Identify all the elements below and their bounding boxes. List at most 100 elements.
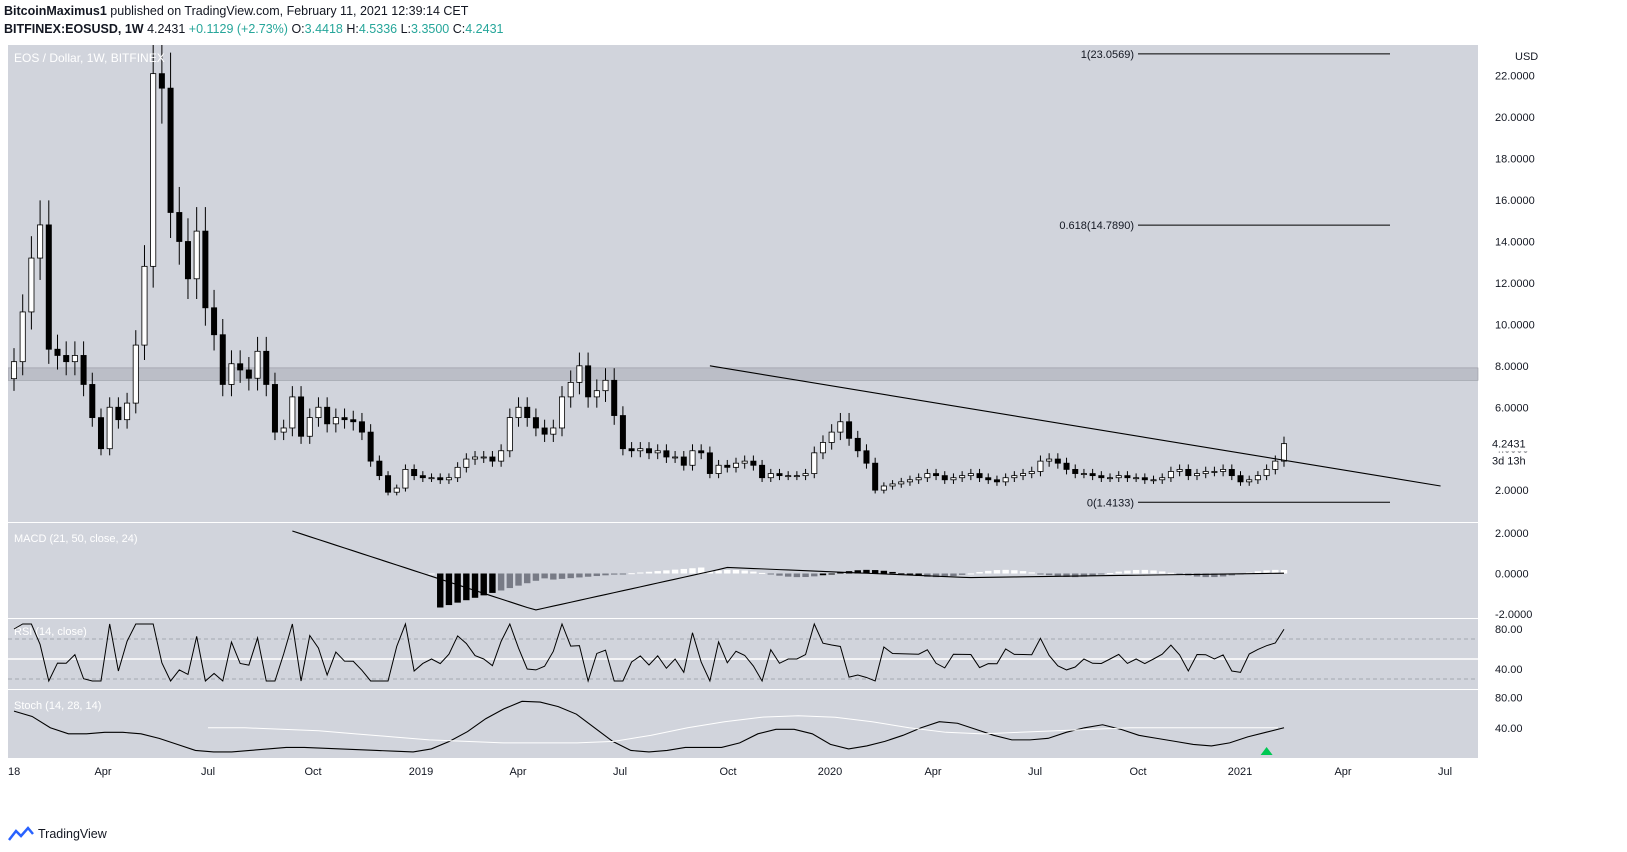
candle [1020, 473, 1027, 477]
candle [1063, 462, 1070, 470]
candle [184, 241, 191, 280]
candle [1141, 477, 1148, 481]
macd-histogram-bar [950, 573, 957, 577]
candle [132, 344, 139, 404]
candle [1185, 469, 1192, 477]
candle [637, 448, 644, 452]
candle [1194, 473, 1201, 477]
candle [715, 464, 722, 474]
candle [63, 355, 70, 363]
candle [28, 257, 35, 313]
macd-histogram-bar [1115, 571, 1122, 574]
macd-histogram-bar [515, 573, 522, 586]
candle [315, 406, 322, 419]
low-value: 3.3500 [411, 22, 450, 36]
candle [280, 427, 287, 433]
last-price-tag [1486, 434, 1550, 452]
candle [489, 456, 496, 462]
time-axis-tick: Apr [509, 766, 526, 778]
candle [532, 417, 539, 429]
candle [289, 396, 296, 429]
candle [680, 456, 687, 466]
last-price-tag-label: 4.2431 [1492, 439, 1526, 451]
macd-histogram-bar [1211, 573, 1218, 578]
macd-histogram-bar [871, 570, 879, 574]
macd-histogram-bar [558, 573, 566, 579]
chart-svg[interactable]: 1(23.0569) 0.618(14.7890) 0(1.4133) 22.0000… [7, 37, 1618, 820]
candle [1167, 471, 1174, 479]
candle [872, 462, 879, 491]
brand-label[interactable]: TradingView [38, 827, 107, 841]
macd-axis-tick: -2.0000 [1495, 609, 1532, 621]
time-axis-tick: Apr [1334, 766, 1351, 778]
candle [898, 481, 905, 485]
candle [393, 487, 400, 493]
candle [663, 450, 670, 458]
candle [1211, 471, 1218, 473]
candle [698, 450, 705, 454]
candle [1263, 469, 1270, 477]
price-axis-tick: 22.0000 [1495, 71, 1535, 83]
candle [306, 417, 313, 437]
close-label: C: [452, 22, 466, 36]
candle [271, 384, 278, 433]
time-axis-tick: Oct [1129, 766, 1146, 778]
time-axis-tick: Jul [201, 766, 215, 778]
candle [11, 361, 17, 380]
macd-histogram-bar [715, 570, 722, 574]
candle [402, 469, 409, 489]
macd-histogram-bar [532, 573, 540, 581]
candle [1124, 475, 1131, 479]
candle [124, 402, 131, 421]
macd-histogram-bar [1272, 569, 1279, 574]
candle [776, 473, 783, 477]
candle [19, 311, 26, 363]
candle [141, 265, 148, 346]
candle [202, 230, 209, 309]
chart-title: EOS / Dollar, 1W, BITFINEX [14, 51, 165, 65]
macd-histogram-bar [993, 570, 1001, 574]
macd-histogram-bar [550, 573, 557, 580]
macd-histogram-bar [654, 571, 661, 574]
macd-histogram-bar [811, 573, 818, 577]
open-label: O: [291, 22, 305, 36]
macd-histogram-bar [976, 572, 983, 574]
candle [385, 475, 392, 493]
last-price: 4.2431 [147, 22, 186, 36]
macd-histogram-bar [958, 573, 966, 575]
macd-histogram-bar [437, 573, 444, 608]
macd-histogram-bar [1054, 573, 1062, 577]
candle [498, 450, 505, 462]
price-axis-tick: 10.0000 [1495, 319, 1535, 331]
candle [1028, 471, 1035, 474]
author-name[interactable]: BitcoinMaximus1 [4, 4, 107, 18]
time-axis-tick: Jul [1028, 766, 1042, 778]
macd-histogram-bar [750, 571, 757, 574]
publish-info: published on TradingView.com, February 1… [110, 4, 469, 18]
macd-histogram-bar [1167, 572, 1175, 574]
candle [89, 384, 96, 419]
open-value: 3.4418 [304, 22, 343, 36]
price-axis-tick: 18.0000 [1495, 154, 1535, 166]
candle [1202, 471, 1209, 474]
candle [828, 431, 835, 443]
candle [506, 417, 513, 452]
candle [1107, 477, 1114, 480]
candle [437, 477, 444, 481]
candle [54, 348, 61, 356]
descending-trendline [709, 365, 1441, 487]
price-axis-tick: 16.0000 [1495, 195, 1535, 207]
time-axis-tick: Oct [719, 766, 736, 778]
macd-histogram-bar [819, 573, 827, 576]
close-value: 4.2431 [465, 22, 504, 36]
macd-line [292, 530, 1285, 611]
macd-histogram-bar [524, 573, 531, 584]
candle [941, 475, 948, 481]
price-axis-tick: 8.0000 [1495, 361, 1529, 373]
macd-histogram-bar [1193, 573, 1201, 577]
currency-label: USD [1515, 51, 1538, 63]
chart-area[interactable]: 1(23.0569) 0.618(14.7890) 0(1.4133) 22.0000… [7, 37, 1618, 820]
macd-histogram-bar [1263, 570, 1270, 574]
candle [350, 419, 357, 423]
macd-histogram-bar [776, 573, 783, 576]
